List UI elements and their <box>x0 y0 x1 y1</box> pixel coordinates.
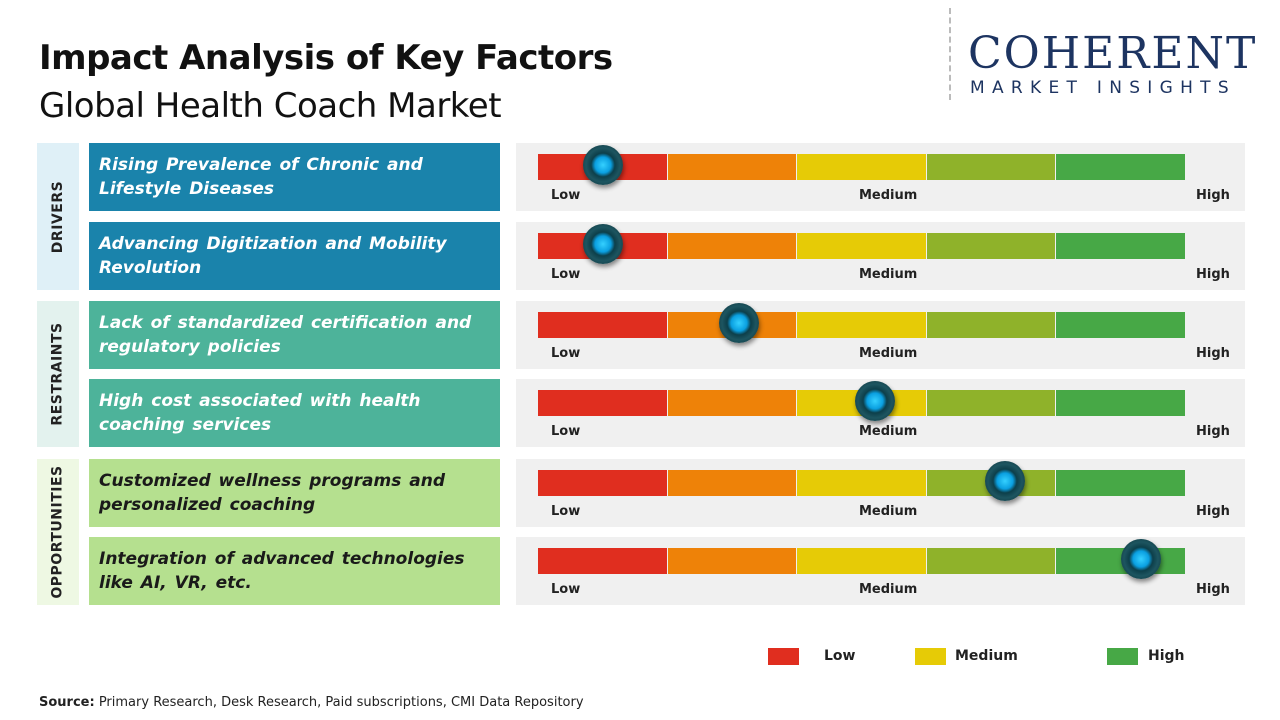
page-subtitle: Global Health Coach Market <box>39 86 502 126</box>
logo-wordmark: COHERENT <box>968 28 1258 79</box>
gauge-segment <box>667 233 797 259</box>
impact-marker <box>718 303 759 343</box>
factor-label: Integration of advanced technologies lik… <box>89 537 500 605</box>
impact-gauge: Low Medium High <box>516 379 1245 447</box>
impact-gauge: Low Medium High <box>516 459 1245 527</box>
scale-label: Low <box>551 267 581 282</box>
gauge-segment <box>797 470 926 496</box>
gauge-segment <box>1056 470 1185 496</box>
impact-marker <box>984 461 1025 501</box>
gauge-segment <box>1056 312 1185 338</box>
gauge-segment <box>667 548 797 574</box>
impact-gauge: Low Medium High <box>516 301 1245 369</box>
gauge-segment <box>797 233 926 259</box>
factor-label: Advancing Digitization and Mobility Revo… <box>89 222 500 290</box>
category-label-drivers: DRIVERS <box>37 143 79 290</box>
scale-label: Low <box>551 188 581 203</box>
scale-label: High <box>1196 188 1230 203</box>
scale-label: Medium <box>859 504 918 519</box>
gauge-segment <box>1056 154 1185 180</box>
category-label-restraints: RESTRAINTS <box>37 301 79 447</box>
source-text: Primary Research, Desk Research, Paid su… <box>94 695 584 710</box>
gauge-segment <box>926 312 1056 338</box>
logo-divider <box>949 8 951 100</box>
gauge-segment <box>538 390 667 416</box>
gauge-segment <box>797 312 926 338</box>
scale-label: Medium <box>859 346 918 361</box>
gauge-segment <box>926 390 1056 416</box>
gauge-segment <box>926 233 1056 259</box>
source-label: Source: <box>39 695 95 710</box>
gauge-segment <box>926 548 1056 574</box>
gauge-segment <box>1056 233 1185 259</box>
category-label-opportunities: OPPORTUNITIES <box>37 459 79 605</box>
scale-label: High <box>1196 424 1230 439</box>
scale-label: Medium <box>859 188 918 203</box>
scale-label: High <box>1196 504 1230 519</box>
gauge-segment <box>797 548 926 574</box>
scale-label: High <box>1196 346 1230 361</box>
page-title: Impact Analysis of Key Factors <box>39 38 613 78</box>
impact-marker <box>582 224 623 264</box>
scale-label: Low <box>551 346 581 361</box>
impact-gauge: Low Medium High <box>516 537 1245 605</box>
gauge-segment <box>1056 390 1185 416</box>
impact-gauge: Low Medium High <box>516 143 1245 211</box>
legend-swatch <box>768 648 799 665</box>
factor-label: Lack of standardized certification and r… <box>89 301 500 369</box>
legend-label: Low <box>824 648 856 664</box>
impact-marker <box>1120 539 1161 579</box>
gauge-segment <box>667 390 797 416</box>
impact-marker <box>582 145 623 185</box>
category-text: RESTRAINTS <box>50 322 66 426</box>
factor-label: High cost associated with health coachin… <box>89 379 500 447</box>
legend-swatch <box>915 648 946 665</box>
gauge-segment <box>667 470 797 496</box>
gauge-segment <box>538 470 667 496</box>
gauge-segment <box>667 154 797 180</box>
gauge-segment <box>538 312 667 338</box>
scale-label: Low <box>551 424 581 439</box>
logo-tagline: MARKET INSIGHTS <box>970 78 1236 98</box>
source-note: Source: Primary Research, Desk Research,… <box>39 695 584 710</box>
gauge-segment <box>538 548 667 574</box>
scale-label: Medium <box>859 267 918 282</box>
legend-swatch <box>1107 648 1138 665</box>
gauge-segment <box>926 154 1056 180</box>
scale-label: High <box>1196 267 1230 282</box>
category-text: OPPORTUNITIES <box>50 465 67 599</box>
legend-label: Medium <box>955 648 1018 664</box>
scale-label: High <box>1196 582 1230 597</box>
scale-label: Low <box>551 582 581 597</box>
factor-label: Rising Prevalence of Chronic and Lifesty… <box>89 143 500 211</box>
legend-label: High <box>1148 648 1185 664</box>
scale-label: Low <box>551 504 581 519</box>
impact-gauge: Low Medium High <box>516 222 1245 290</box>
gauge-segment <box>797 154 926 180</box>
impact-marker <box>854 381 895 421</box>
scale-label: Medium <box>859 582 918 597</box>
factor-label: Customized wellness programs and persona… <box>89 459 500 527</box>
category-text: DRIVERS <box>50 180 66 253</box>
scale-label: Medium <box>859 424 918 439</box>
